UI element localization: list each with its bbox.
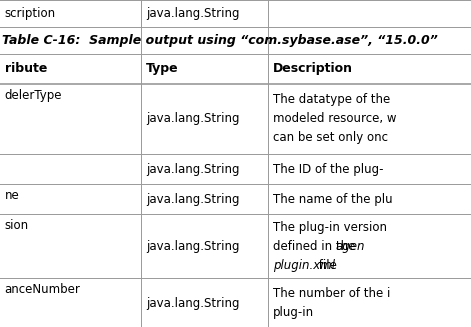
Text: sion: sion	[5, 219, 29, 232]
Text: plugin.xml: plugin.xml	[273, 259, 335, 271]
Text: delerType: delerType	[5, 89, 62, 102]
Text: java.lang.String: java.lang.String	[146, 163, 240, 176]
Text: ne: ne	[5, 189, 19, 202]
Text: The name of the plu: The name of the plu	[273, 193, 393, 206]
Text: java.lang.String: java.lang.String	[146, 240, 240, 252]
Text: ribute: ribute	[5, 62, 47, 75]
Text: The ID of the plug-: The ID of the plug-	[273, 163, 384, 176]
Text: The datatype of the: The datatype of the	[273, 94, 390, 106]
Text: Type: Type	[146, 62, 179, 75]
Text: Table C-16:  Sample output using “com.sybase.ase”, “15.0.0”: Table C-16: Sample output using “com.syb…	[2, 34, 438, 47]
Text: file: file	[315, 259, 336, 271]
Text: anceNumber: anceNumber	[5, 283, 81, 296]
Text: java.lang.String: java.lang.String	[146, 112, 240, 125]
Text: scription: scription	[5, 7, 56, 20]
Text: plug-in: plug-in	[273, 306, 314, 319]
Text: The number of the i: The number of the i	[273, 287, 390, 300]
Text: defined in the: defined in the	[273, 240, 359, 252]
Text: can be set only onc: can be set only onc	[273, 131, 388, 144]
Text: modeled resource, w: modeled resource, w	[273, 112, 397, 125]
Text: java.lang.String: java.lang.String	[146, 193, 240, 206]
Text: agen: agen	[335, 240, 365, 252]
Text: java.lang.String: java.lang.String	[146, 7, 240, 20]
Text: java.lang.String: java.lang.String	[146, 297, 240, 310]
Text: The plug-in version: The plug-in version	[273, 221, 387, 233]
Text: Description: Description	[273, 62, 353, 75]
